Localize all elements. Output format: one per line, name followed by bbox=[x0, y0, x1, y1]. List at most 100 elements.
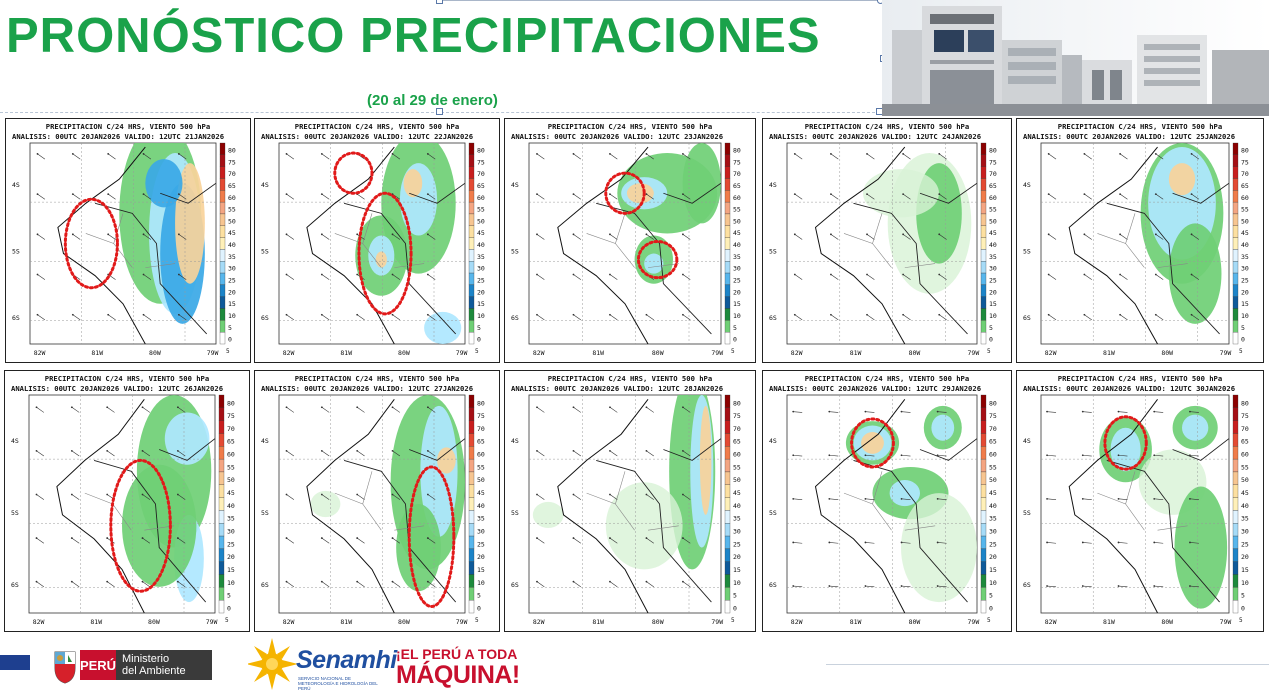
wind-arrow-icon bbox=[573, 153, 582, 160]
longitude-label: 82W bbox=[1045, 618, 1057, 626]
wind-arrow-icon bbox=[392, 537, 401, 544]
resize-handle[interactable] bbox=[436, 0, 443, 4]
wind-arrow-icon bbox=[829, 411, 839, 413]
legend-label: 50 bbox=[1241, 217, 1249, 225]
legend-label: 20 bbox=[227, 553, 235, 561]
legend-label: 20 bbox=[477, 553, 485, 561]
legend-swatch bbox=[219, 166, 226, 179]
wind-arrow-icon bbox=[1048, 193, 1057, 200]
legend-swatch bbox=[218, 471, 225, 485]
legend-swatch bbox=[724, 213, 731, 226]
latitude-label: 5S bbox=[1023, 248, 1031, 256]
wind-arrow-icon bbox=[829, 585, 839, 588]
wind-arrow-icon bbox=[427, 234, 436, 240]
precipitation-area bbox=[310, 490, 341, 518]
map-panel: PRECIPITACION C/24 HRS, VIENTO 500 hPa AN… bbox=[762, 118, 1012, 363]
wind-arrow-icon bbox=[794, 153, 803, 160]
wind-arrow-icon bbox=[71, 537, 80, 544]
wind-arrow-icon bbox=[682, 153, 691, 160]
legend-swatch bbox=[468, 320, 475, 333]
wind-arrow-icon bbox=[793, 585, 803, 588]
highlight-circle bbox=[850, 417, 895, 469]
precipitation-area bbox=[861, 432, 884, 454]
map-panel: PRECIPITACION C/24 HRS, VIENTO 500 hPa AN… bbox=[254, 118, 500, 363]
coastline bbox=[557, 146, 649, 344]
resize-handle[interactable] bbox=[436, 108, 443, 115]
legend-label: 15 bbox=[989, 566, 997, 574]
legend-label: 10 bbox=[227, 579, 235, 587]
wind-arrow-icon bbox=[1047, 454, 1057, 457]
precipitation-area bbox=[437, 447, 456, 474]
wind-arrow-icon bbox=[829, 542, 839, 544]
legend-swatch bbox=[724, 446, 731, 460]
legend-label: 60 bbox=[989, 194, 997, 202]
map-panel-title: PRECIPITACION C/24 HRS, VIENTO 500 hPa bbox=[294, 122, 460, 131]
wind-arrow-icon bbox=[427, 450, 436, 457]
legend-swatch bbox=[218, 574, 225, 588]
precipitation-area bbox=[1168, 163, 1196, 196]
wind-arrow-icon bbox=[1118, 454, 1128, 457]
legend-label: 30 bbox=[1241, 265, 1249, 273]
wind-arrow-icon bbox=[392, 153, 401, 160]
legend-swatch bbox=[468, 249, 475, 262]
wind-arrow-icon bbox=[1118, 542, 1128, 544]
legend-label: 55 bbox=[477, 206, 485, 214]
legend-unit: 5 bbox=[987, 348, 991, 355]
latitude-label: 6S bbox=[1023, 581, 1031, 589]
map-panel-subtitle: ANALISIS: 00UTC 20JAN2026 VALIDO: 12UTC … bbox=[769, 384, 982, 393]
legend-label: 60 bbox=[733, 451, 741, 459]
legend-swatch bbox=[468, 433, 475, 447]
wind-arrow-icon bbox=[682, 407, 691, 413]
legend-label: 5 bbox=[227, 592, 231, 600]
legend-label: 30 bbox=[227, 527, 235, 535]
legend-label: 80 bbox=[477, 399, 485, 407]
legend-swatch bbox=[980, 458, 987, 473]
legend-swatch bbox=[219, 225, 226, 238]
latitude-label: 4S bbox=[11, 437, 19, 445]
wind-arrow-icon bbox=[646, 234, 654, 240]
legend-swatch bbox=[1232, 600, 1239, 614]
wind-arrow-icon bbox=[1155, 153, 1164, 160]
legend-label: 0 bbox=[477, 604, 481, 612]
wind-arrow-icon bbox=[866, 153, 875, 160]
wind-arrow-icon bbox=[682, 274, 691, 280]
latitude-label: 6S bbox=[511, 314, 519, 322]
legend-swatch bbox=[980, 574, 987, 588]
legend-swatch bbox=[980, 284, 987, 297]
legend-swatch bbox=[219, 272, 226, 286]
longitude-label: 82W bbox=[33, 618, 45, 626]
wind-arrow-icon bbox=[1119, 153, 1128, 160]
legend-swatch bbox=[980, 446, 987, 460]
legend-label: 15 bbox=[228, 300, 236, 308]
precipitation-area bbox=[164, 412, 210, 465]
legend-swatch bbox=[980, 237, 987, 250]
legend-label: 30 bbox=[477, 265, 485, 273]
wind-arrow-icon bbox=[1118, 585, 1128, 588]
region-border bbox=[596, 438, 721, 603]
legend-label: 50 bbox=[989, 476, 997, 484]
latitude-label: 4S bbox=[261, 437, 269, 445]
wind-arrow-icon bbox=[830, 234, 839, 240]
legend-swatch bbox=[1232, 272, 1239, 286]
legend-swatch bbox=[980, 407, 987, 421]
wind-arrow-icon bbox=[902, 153, 911, 160]
wind-arrow-icon bbox=[286, 234, 295, 240]
wind-arrow-icon bbox=[177, 407, 186, 413]
wind-arrow-icon bbox=[902, 193, 911, 200]
legend-swatch bbox=[468, 154, 475, 167]
legend-swatch bbox=[468, 535, 475, 550]
legend-swatch bbox=[724, 284, 731, 297]
legend-swatch bbox=[980, 166, 987, 179]
wind-arrow-icon bbox=[36, 407, 45, 413]
legend-label: 35 bbox=[733, 515, 741, 523]
legend-label: 35 bbox=[477, 515, 485, 523]
map-panel-subtitle: ANALISIS: 00UTC 20JAN2026 VALIDO: 12UTC … bbox=[769, 132, 982, 141]
legend-label: 20 bbox=[733, 553, 741, 561]
legend-label: 5 bbox=[733, 324, 737, 332]
legend-swatch bbox=[219, 213, 226, 226]
map-panel-title: PRECIPITACION C/24 HRS, VIENTO 500 hPa bbox=[804, 122, 970, 131]
legend-label: 45 bbox=[733, 489, 741, 497]
longitude-label: 81W bbox=[91, 349, 103, 357]
wind-arrow-icon bbox=[536, 537, 545, 544]
